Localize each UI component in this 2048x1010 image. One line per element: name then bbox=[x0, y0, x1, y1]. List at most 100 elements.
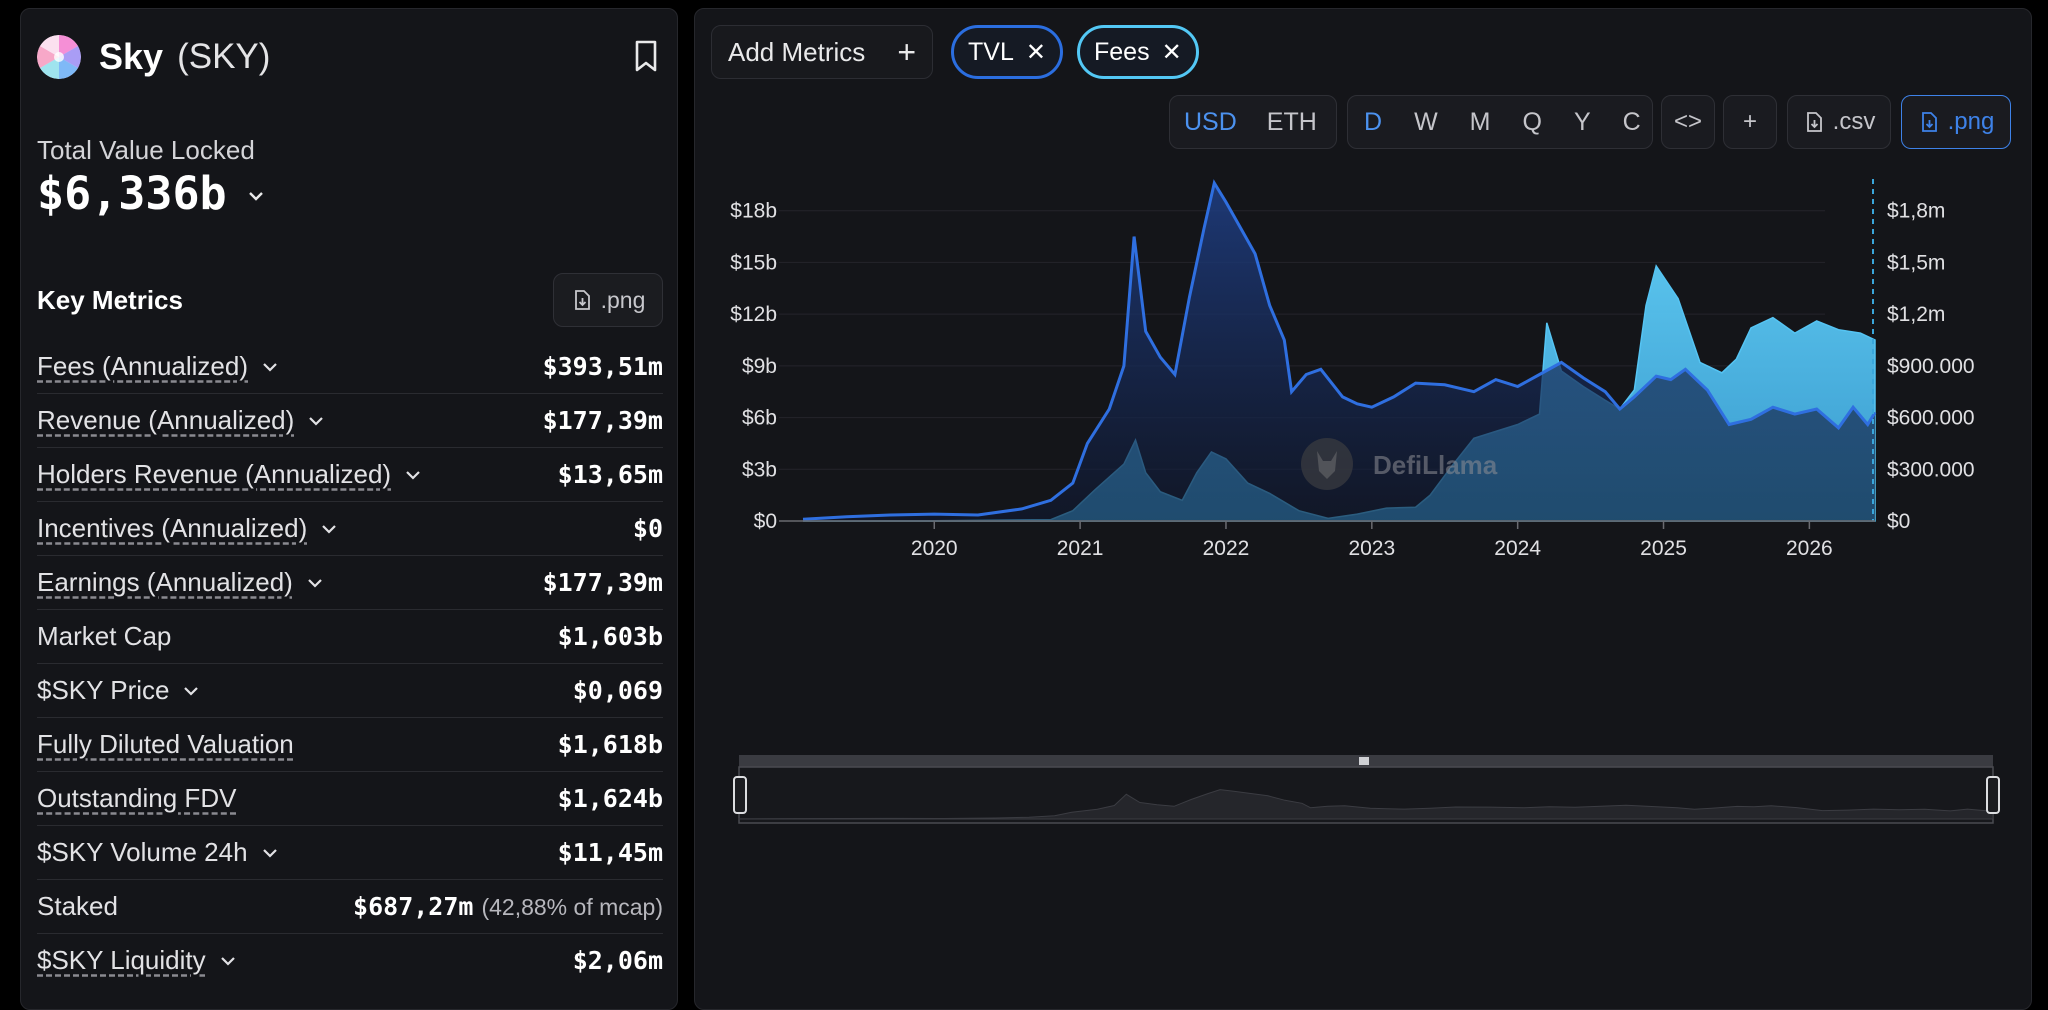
close-icon[interactable]: ✕ bbox=[1025, 38, 1046, 66]
download-png-button[interactable]: .png bbox=[1901, 95, 2011, 149]
token-name: Sky bbox=[99, 36, 164, 77]
y-left-tick-label: $6b bbox=[742, 407, 777, 430]
metric-label-text[interactable]: Fully Diluted Valuation bbox=[37, 729, 294, 759]
chevron-down-icon[interactable] bbox=[306, 411, 326, 431]
png-label: .png bbox=[1947, 108, 1995, 135]
tvl-fees-chart[interactable]: DefiLlama $0 $0 $3b $300.000 $6b $600.000 $9b $… bbox=[695, 179, 2031, 839]
add-metrics-button[interactable]: Add Metrics + bbox=[711, 25, 933, 79]
metric-label-text[interactable]: Revenue (Annualized) bbox=[37, 405, 295, 435]
sky-logo bbox=[37, 35, 81, 79]
period-m[interactable]: M bbox=[1469, 107, 1491, 136]
metric-row[interactable]: Fees (Annualized) $393,51m bbox=[37, 340, 663, 394]
metric-row[interactable]: Revenue (Annualized) $177,39m bbox=[37, 394, 663, 448]
y-left-tick-label: $18b bbox=[730, 200, 777, 223]
metric-row[interactable]: Earnings (Annualized) $177,39m bbox=[37, 556, 663, 610]
metric-label-text[interactable]: Fees (Annualized) bbox=[37, 351, 248, 381]
metric-label-text: $SKY Volume 24h bbox=[37, 837, 248, 867]
embed-button[interactable]: <> bbox=[1661, 95, 1715, 149]
metric-row[interactable]: $SKY Price $0,069 bbox=[37, 664, 663, 718]
csv-label: .csv bbox=[1832, 108, 1876, 135]
key-metrics-list: Fees (Annualized) $393,51m Revenue (Annual… bbox=[37, 340, 663, 987]
code-icon: <> bbox=[1673, 108, 1703, 135]
download-file-icon bbox=[1806, 112, 1822, 132]
metric-value: $177,39m bbox=[543, 568, 663, 597]
tvl-chip-label: TVL bbox=[968, 37, 1014, 66]
metric-row: Market Cap $1,603b bbox=[37, 610, 663, 664]
chevron-down-icon[interactable] bbox=[305, 573, 325, 593]
metric-label-text[interactable]: Holders Revenue (Annualized) bbox=[37, 459, 392, 489]
metric-value-text: $687,27m bbox=[353, 892, 474, 921]
metric-label: $SKY Liquidity bbox=[37, 945, 238, 976]
chevron-down-icon[interactable] bbox=[218, 951, 238, 971]
plus-icon: + bbox=[897, 34, 916, 70]
tvl-label: Total Value Locked bbox=[37, 135, 255, 165]
y-left-tick-label: $9b bbox=[742, 355, 777, 378]
range-handle-left[interactable] bbox=[733, 776, 747, 814]
key-metrics-title: Key Metrics bbox=[37, 285, 183, 315]
key-metrics-png-label: .png bbox=[600, 286, 646, 313]
metric-label-text[interactable]: Earnings (Annualized) bbox=[37, 567, 293, 597]
period-q[interactable]: Q bbox=[1522, 107, 1542, 136]
token-symbol: (SKY) bbox=[177, 37, 271, 76]
metric-row: Outstanding FDV $1,624b bbox=[37, 772, 663, 826]
metric-label: Incentives (Annualized) bbox=[37, 513, 339, 544]
compare-button[interactable]: + bbox=[1723, 95, 1777, 149]
period-d[interactable]: D bbox=[1364, 107, 1383, 136]
download-csv-button[interactable]: .csv bbox=[1787, 95, 1891, 149]
metric-row[interactable]: Holders Revenue (Annualized) $13,65m bbox=[37, 448, 663, 502]
y-left-tick-label: $12b bbox=[730, 303, 777, 326]
metric-value-text: $2,06m bbox=[572, 946, 663, 975]
y-right-tick-label: $1,8m bbox=[1887, 200, 1945, 223]
x-tick-label: 2026 bbox=[1786, 537, 1833, 560]
metric-row[interactable]: $SKY Volume 24h $11,45m bbox=[37, 826, 663, 880]
metric-value-text: $177,39m bbox=[542, 406, 663, 435]
metric-row[interactable]: $SKY Liquidity $2,06m bbox=[37, 934, 663, 987]
metric-value-text: $0,069 bbox=[572, 676, 663, 705]
period-w[interactable]: W bbox=[1414, 107, 1438, 136]
key-metrics-png-button[interactable]: .png bbox=[553, 273, 663, 327]
x-tick-label: 2020 bbox=[911, 537, 958, 560]
period-y[interactable]: Y bbox=[1573, 107, 1591, 136]
metric-value-text: $1,603b bbox=[557, 622, 663, 651]
metric-label: $SKY Price bbox=[37, 675, 201, 706]
metric-value: $393,51m bbox=[543, 352, 663, 381]
y-right-tick-label: $600.000 bbox=[1887, 407, 1975, 430]
metric-label: Revenue (Annualized) bbox=[37, 405, 326, 436]
metric-label: Staked bbox=[37, 891, 118, 922]
chevron-down-icon[interactable] bbox=[181, 681, 201, 701]
chevron-down-icon[interactable] bbox=[319, 519, 339, 539]
chevron-down-icon[interactable] bbox=[260, 843, 280, 863]
currency-eth[interactable]: ETH bbox=[1266, 107, 1317, 136]
tvl-expand-chevron-icon[interactable] bbox=[245, 185, 267, 207]
close-icon[interactable]: ✕ bbox=[1161, 38, 1182, 66]
metric-label: $SKY Volume 24h bbox=[37, 837, 280, 868]
download-file-icon bbox=[574, 290, 590, 310]
tvl-metric-chip[interactable]: TVL ✕ bbox=[951, 25, 1063, 79]
watermark-text: DefiLlama bbox=[1373, 450, 1498, 480]
metric-row[interactable]: Incentives (Annualized) $0 bbox=[37, 502, 663, 556]
chevron-down-icon[interactable] bbox=[403, 465, 423, 485]
currency-toggle: USD ETH bbox=[1169, 95, 1337, 149]
metric-value-text: $393,51m bbox=[542, 352, 663, 381]
plus-icon: + bbox=[1742, 108, 1757, 135]
metric-value-text: $13,65m bbox=[557, 460, 663, 489]
metric-label-text[interactable]: $SKY Liquidity bbox=[37, 945, 206, 975]
x-tick-label: 2023 bbox=[1348, 537, 1395, 560]
range-handle-right[interactable] bbox=[1986, 776, 2000, 814]
chevron-down-icon[interactable] bbox=[260, 357, 280, 377]
metric-label-text[interactable]: Outstanding FDV bbox=[37, 783, 237, 813]
fees-metric-chip[interactable]: Fees ✕ bbox=[1077, 25, 1199, 79]
token-header: Sky (SKY) bbox=[37, 29, 270, 85]
y-left-tick-label: $0 bbox=[754, 510, 777, 533]
bookmark-icon[interactable] bbox=[631, 39, 661, 73]
range-selector[interactable] bbox=[733, 755, 2000, 824]
y-right-tick-label: $300.000 bbox=[1887, 458, 1975, 481]
metric-value: $687,27m (42,88% of mcap) bbox=[353, 892, 663, 921]
metric-value: $1,618b bbox=[558, 730, 663, 759]
period-c[interactable]: C bbox=[1622, 107, 1641, 136]
metric-value-text: $177,39m bbox=[542, 568, 663, 597]
metric-value: $11,45m bbox=[558, 838, 663, 867]
range-drag-grip-icon[interactable] bbox=[1359, 757, 1369, 765]
metric-label-text[interactable]: Incentives (Annualized) bbox=[37, 513, 308, 543]
currency-usd[interactable]: USD bbox=[1184, 107, 1237, 136]
